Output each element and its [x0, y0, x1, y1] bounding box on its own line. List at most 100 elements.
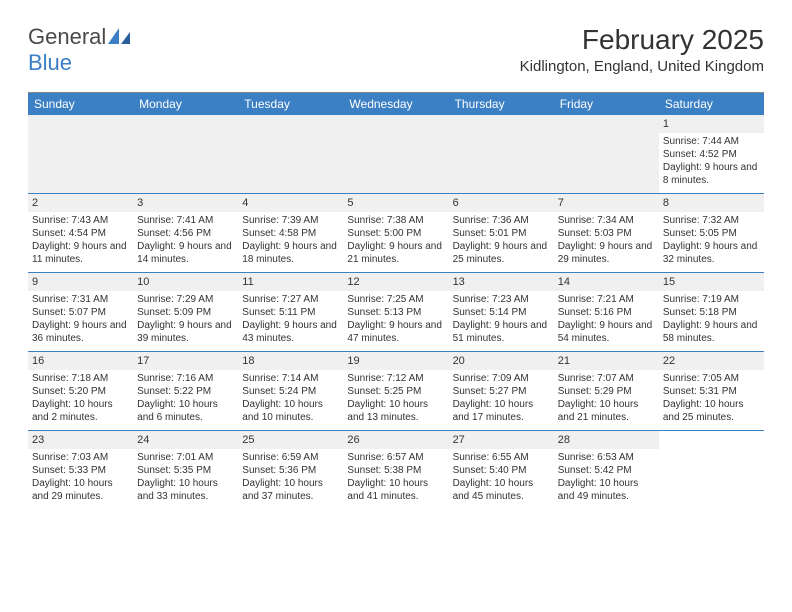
- date-number: 13: [449, 273, 554, 291]
- daylight-text: Daylight: 10 hours and 41 minutes.: [347, 477, 444, 503]
- day-cell: 15Sunrise: 7:19 AMSunset: 5:18 PMDayligh…: [659, 273, 764, 351]
- sunrise-text: Sunrise: 6:55 AM: [453, 451, 550, 464]
- sunset-text: Sunset: 5:27 PM: [453, 385, 550, 398]
- day-cell: [238, 115, 343, 193]
- day-cell-body: Sunrise: 7:05 AMSunset: 5:31 PMDaylight:…: [659, 370, 764, 428]
- day-cell-body: Sunrise: 6:53 AMSunset: 5:42 PMDaylight:…: [554, 449, 659, 507]
- day-cell-body: Sunrise: 7:21 AMSunset: 5:16 PMDaylight:…: [554, 291, 659, 349]
- date-number: 10: [133, 273, 238, 291]
- date-number: 5: [343, 194, 448, 212]
- sunrise-text: Sunrise: 7:31 AM: [32, 293, 129, 306]
- sunset-text: Sunset: 5:18 PM: [663, 306, 760, 319]
- day-cell: 24Sunrise: 7:01 AMSunset: 5:35 PMDayligh…: [133, 431, 238, 509]
- sunset-text: Sunset: 5:29 PM: [558, 385, 655, 398]
- daylight-text: Daylight: 10 hours and 13 minutes.: [347, 398, 444, 424]
- day-cell-body: Sunrise: 6:57 AMSunset: 5:38 PMDaylight:…: [343, 449, 448, 507]
- day-cell-body: Sunrise: 7:25 AMSunset: 5:13 PMDaylight:…: [343, 291, 448, 349]
- day-cell-body: Sunrise: 7:12 AMSunset: 5:25 PMDaylight:…: [343, 370, 448, 428]
- day-cell-body: Sunrise: 7:36 AMSunset: 5:01 PMDaylight:…: [449, 212, 554, 270]
- sunrise-text: Sunrise: 7:43 AM: [32, 214, 129, 227]
- sunrise-text: Sunrise: 7:39 AM: [242, 214, 339, 227]
- sunset-text: Sunset: 5:13 PM: [347, 306, 444, 319]
- sunrise-text: Sunrise: 6:53 AM: [558, 451, 655, 464]
- daylight-text: Daylight: 9 hours and 8 minutes.: [663, 161, 760, 187]
- day-cell-body: Sunrise: 7:01 AMSunset: 5:35 PMDaylight:…: [133, 449, 238, 507]
- day-cell-body: Sunrise: 7:03 AMSunset: 5:33 PMDaylight:…: [28, 449, 133, 507]
- day-cell: 13 Sunrise: 7:23 AMSunset: 5:14 PMDayligh…: [449, 273, 554, 351]
- day-cell-body: Sunrise: 7:34 AMSunset: 5:03 PMDaylight:…: [554, 212, 659, 270]
- daylight-text: Daylight: 9 hours and 18 minutes.: [242, 240, 339, 266]
- day-cell: [343, 115, 448, 193]
- location-text: Kidlington, England, United Kingdom: [520, 58, 764, 75]
- date-number: 14: [554, 273, 659, 291]
- sunrise-text: Sunrise: 7:16 AM: [137, 372, 234, 385]
- day-cell: 1Sunrise: 7:44 AMSunset: 4:52 PMDaylight…: [659, 115, 764, 193]
- sunset-text: Sunset: 5:07 PM: [32, 306, 129, 319]
- sunrise-text: Sunrise: 7:05 AM: [663, 372, 760, 385]
- daylight-text: Daylight: 9 hours and 25 minutes.: [453, 240, 550, 266]
- daylight-text: Daylight: 10 hours and 25 minutes.: [663, 398, 760, 424]
- day-cell-body: Sunrise: 7:19 AMSunset: 5:18 PMDaylight:…: [659, 291, 764, 349]
- date-number: 28: [554, 431, 659, 449]
- daylight-text: Daylight: 9 hours and 36 minutes.: [32, 319, 129, 345]
- day-cell: 6Sunrise: 7:36 AMSunset: 5:01 PMDaylight…: [449, 194, 554, 272]
- sunset-text: Sunset: 5:42 PM: [558, 464, 655, 477]
- daylight-text: Daylight: 10 hours and 45 minutes.: [453, 477, 550, 503]
- day-cell: 5Sunrise: 7:38 AMSunset: 5:00 PMDaylight…: [343, 194, 448, 272]
- daylight-text: Daylight: 10 hours and 6 minutes.: [137, 398, 234, 424]
- sunrise-text: Sunrise: 7:29 AM: [137, 293, 234, 306]
- day-cell: 28Sunrise: 6:53 AMSunset: 5:42 PMDayligh…: [554, 431, 659, 509]
- week-row: 2Sunrise: 7:43 AMSunset: 4:54 PMDaylight…: [28, 194, 764, 273]
- day-cell: 26Sunrise: 6:57 AMSunset: 5:38 PMDayligh…: [343, 431, 448, 509]
- date-number: 21: [554, 352, 659, 370]
- logo: General Blue: [28, 24, 130, 76]
- daylight-text: Daylight: 10 hours and 21 minutes.: [558, 398, 655, 424]
- sunset-text: Sunset: 5:22 PM: [137, 385, 234, 398]
- day-cell: 19Sunrise: 7:12 AMSunset: 5:25 PMDayligh…: [343, 352, 448, 430]
- daylight-text: Daylight: 9 hours and 58 minutes.: [663, 319, 760, 345]
- daylight-text: Daylight: 10 hours and 2 minutes.: [32, 398, 129, 424]
- day-cell: 8Sunrise: 7:32 AMSunset: 5:05 PMDaylight…: [659, 194, 764, 272]
- sunset-text: Sunset: 5:09 PM: [137, 306, 234, 319]
- day-cell-body: Sunrise: 7:38 AMSunset: 5:00 PMDaylight:…: [343, 212, 448, 270]
- day-cell: 14Sunrise: 7:21 AMSunset: 5:16 PMDayligh…: [554, 273, 659, 351]
- day-cell: 12Sunrise: 7:25 AMSunset: 5:13 PMDayligh…: [343, 273, 448, 351]
- date-number: 9: [28, 273, 133, 291]
- date-number: 25: [238, 431, 343, 449]
- sunset-text: Sunset: 5:31 PM: [663, 385, 760, 398]
- day-cell-body: Sunrise: 7:29 AMSunset: 5:09 PMDaylight:…: [133, 291, 238, 349]
- date-number: 12: [343, 273, 448, 291]
- sunset-text: Sunset: 5:33 PM: [32, 464, 129, 477]
- date-number: 17: [133, 352, 238, 370]
- day-cell-body: Sunrise: 7:32 AMSunset: 5:05 PMDaylight:…: [659, 212, 764, 270]
- sunset-text: Sunset: 5:01 PM: [453, 227, 550, 240]
- date-number: 26: [343, 431, 448, 449]
- sunrise-text: Sunrise: 7:41 AM: [137, 214, 234, 227]
- day-label: Tuesday: [238, 93, 343, 115]
- daylight-text: Daylight: 9 hours and 11 minutes.: [32, 240, 129, 266]
- sunset-text: Sunset: 4:56 PM: [137, 227, 234, 240]
- sunrise-text: Sunrise: 7:18 AM: [32, 372, 129, 385]
- date-number: 22: [659, 352, 764, 370]
- sunrise-text: Sunrise: 6:57 AM: [347, 451, 444, 464]
- sunset-text: Sunset: 5:14 PM: [453, 306, 550, 319]
- day-cell: 18Sunrise: 7:14 AMSunset: 5:24 PMDayligh…: [238, 352, 343, 430]
- day-cell-body: Sunrise: 7:07 AMSunset: 5:29 PMDaylight:…: [554, 370, 659, 428]
- day-cell-body: Sunrise: 7:44 AMSunset: 4:52 PMDaylight:…: [659, 133, 764, 191]
- sunset-text: Sunset: 5:40 PM: [453, 464, 550, 477]
- sunrise-text: Sunrise: 7:44 AM: [663, 135, 760, 148]
- day-label: Sunday: [28, 93, 133, 115]
- sunset-text: Sunset: 5:24 PM: [242, 385, 339, 398]
- date-number: 3: [133, 194, 238, 212]
- sunrise-text: Sunrise: 7:27 AM: [242, 293, 339, 306]
- daylight-text: Daylight: 10 hours and 33 minutes.: [137, 477, 234, 503]
- sunrise-text: Sunrise: 7:23 AM: [453, 293, 550, 306]
- day-cell-body: Sunrise: 7:41 AMSunset: 4:56 PMDaylight:…: [133, 212, 238, 270]
- date-number: 2: [28, 194, 133, 212]
- day-cell: 27Sunrise: 6:55 AMSunset: 5:40 PMDayligh…: [449, 431, 554, 509]
- daylight-text: Daylight: 9 hours and 51 minutes.: [453, 319, 550, 345]
- day-cell: 25Sunrise: 6:59 AMSunset: 5:36 PMDayligh…: [238, 431, 343, 509]
- calendar: Sunday Monday Tuesday Wednesday Thursday…: [28, 92, 764, 509]
- day-cell-body: Sunrise: 7:39 AMSunset: 4:58 PMDaylight:…: [238, 212, 343, 270]
- day-cell: [449, 115, 554, 193]
